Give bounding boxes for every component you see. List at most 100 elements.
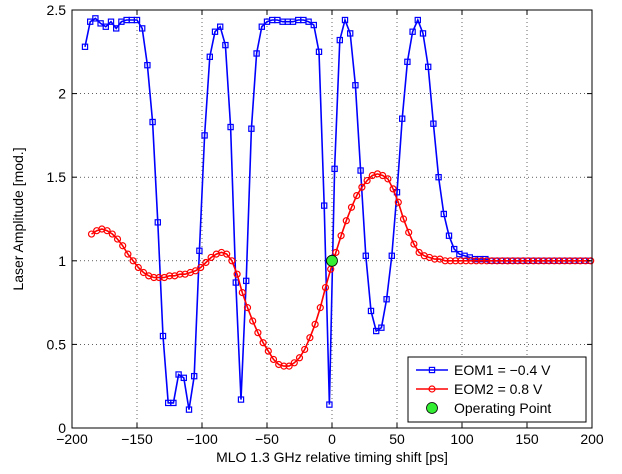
- series-1-point: [112, 25, 120, 32]
- series-2-point: [566, 257, 574, 265]
- series-2-point: [488, 257, 496, 265]
- series-2-point: [301, 345, 309, 354]
- legend-entry-2: EOM2 = 0.8 V: [416, 381, 543, 397]
- series-2-point: [483, 257, 491, 265]
- series-2-point: [384, 175, 392, 183]
- x-tick-label: 200: [580, 431, 604, 447]
- series-2-point: [233, 270, 241, 278]
- y-tick-label: 1.5: [47, 169, 67, 185]
- series-2-point: [311, 320, 319, 328]
- series-2-point: [280, 362, 288, 370]
- series-2-point: [321, 283, 330, 292]
- x-tick-label: −50: [255, 431, 279, 447]
- series-2-point: [540, 257, 548, 265]
- series-1-point: [206, 53, 213, 61]
- series-2-point: [514, 257, 522, 265]
- series-2-point: [446, 257, 454, 265]
- series-2-point: [337, 232, 345, 240]
- series-1-point: [191, 372, 198, 380]
- series-2-point: [176, 270, 184, 278]
- series-1-point: [227, 123, 234, 131]
- series-2-point: [493, 257, 501, 265]
- series-1-point: [305, 18, 312, 25]
- y-tick-label: 0: [58, 420, 66, 436]
- series-1-point: [201, 132, 208, 139]
- series-2-point: [571, 257, 579, 265]
- series-1-point: [222, 41, 229, 49]
- y-axis-label: Laser Amplitude [mod.]: [10, 147, 26, 290]
- series-2-point: [410, 240, 418, 248]
- series-2-point: [576, 257, 584, 265]
- series-1-point: [326, 401, 333, 408]
- series-2-point: [87, 230, 96, 238]
- series-2-point: [155, 273, 163, 282]
- legend-label: Operating Point: [454, 400, 551, 416]
- series-2-point: [477, 257, 486, 265]
- operating-point-marker: [326, 254, 338, 267]
- series-2-point: [347, 203, 356, 211]
- series-2-point: [202, 258, 210, 267]
- series-1-point: [388, 252, 396, 259]
- series-2-point: [249, 317, 257, 325]
- series-2-point: [264, 347, 272, 355]
- series-1-point: [97, 20, 104, 27]
- series-2-point: [124, 250, 132, 258]
- series-2-point: [197, 263, 205, 272]
- series-1-point: [445, 232, 453, 239]
- legend-marker: [428, 366, 436, 374]
- series-1-point: [414, 16, 422, 24]
- legend-marker: [426, 402, 438, 414]
- series-1-point: [217, 23, 224, 30]
- series-2-point: [295, 354, 304, 362]
- x-tick-label: 50: [389, 431, 405, 447]
- legend-marker: [428, 385, 436, 393]
- legend: EOM1 = −0.4 V EOM2 = 0.8 V Operating Point: [407, 356, 587, 423]
- series-1-point: [92, 15, 99, 22]
- series-1-point: [347, 30, 354, 37]
- series-1-point: [341, 16, 349, 24]
- series-1-point: [144, 61, 151, 69]
- x-tick-label: 0: [328, 431, 336, 447]
- series-2-point: [363, 176, 371, 185]
- series-1-point: [399, 115, 406, 122]
- series-1-point: [435, 174, 442, 181]
- series-1-point: [196, 247, 203, 254]
- series-1-point: [451, 245, 458, 253]
- series-2-point: [550, 257, 558, 265]
- series-2-point: [451, 257, 460, 265]
- series-2-point: [290, 359, 298, 367]
- x-tick-label: −150: [121, 431, 153, 447]
- series-1-point: [175, 371, 182, 378]
- series-2-point: [254, 329, 262, 337]
- series-2-point: [332, 248, 340, 257]
- series-1-point: [430, 120, 437, 127]
- series-2-point: [394, 198, 402, 206]
- series-1-point: [248, 125, 255, 132]
- series-2-point: [561, 257, 569, 265]
- series-1-point: [425, 63, 432, 71]
- series-1-point: [253, 50, 260, 57]
- series-2-point: [519, 257, 527, 265]
- y-tick-label: 1: [58, 253, 66, 269]
- series-2-point: [529, 257, 538, 265]
- x-tick-label: 100: [450, 431, 474, 447]
- y-tick-label: 2: [58, 86, 66, 102]
- series-2-point: [509, 257, 517, 265]
- series-2-point: [431, 255, 439, 263]
- legend-label: EOM2 = 0.8 V: [454, 381, 543, 397]
- series-2-point: [150, 273, 158, 282]
- series-1-point: [232, 279, 239, 286]
- series-2-point: [342, 217, 350, 225]
- series-2-point: [524, 257, 532, 265]
- series-2-point: [285, 362, 293, 370]
- series-2-point: [379, 171, 387, 180]
- series-1-point: [258, 23, 266, 30]
- series-layer: [81, 15, 595, 413]
- series-2-point: [238, 288, 246, 297]
- series-1-point: [440, 210, 448, 218]
- series-1-point: [367, 307, 375, 315]
- series-2-point: [353, 191, 361, 200]
- series-1-point: [180, 374, 187, 382]
- series-2-point: [467, 257, 475, 265]
